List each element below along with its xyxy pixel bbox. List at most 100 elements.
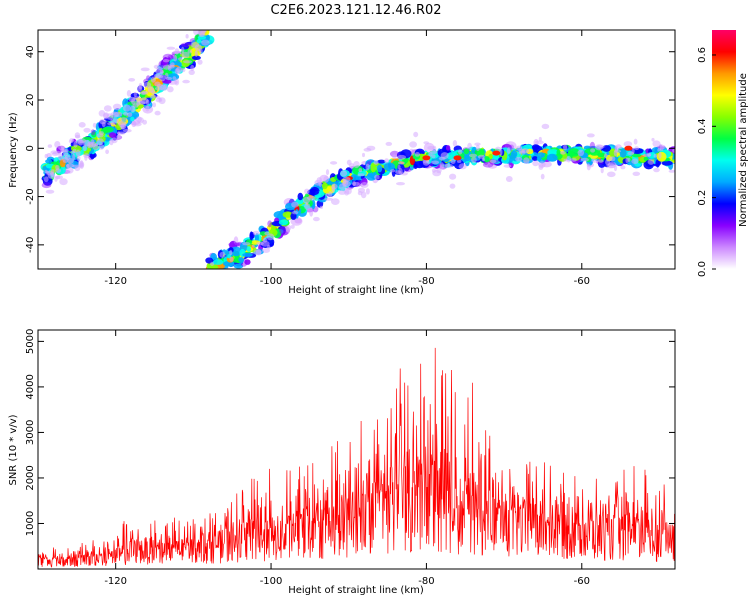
heatmap-cell [325,169,330,176]
heatmap-cell [76,155,81,162]
heatmap-cell [78,122,86,128]
heatmap-cell [409,141,417,148]
heatmap-cell [154,86,164,91]
heatmap-cell [450,158,456,165]
heatmap-cell [105,149,109,155]
heatmap-cell [58,146,65,150]
heatmap-cell [130,116,135,122]
heatmap-cell [634,146,640,151]
heatmap-cell [474,142,481,146]
heatmap-cell [591,158,598,163]
heatmap-cell [540,173,545,180]
heatmap-peak [624,145,633,151]
heatmap-cell [181,67,186,73]
heatmap-cell [430,160,440,165]
heatmap-cell [307,195,316,201]
heatmap-cell [75,149,81,157]
heatmap-cell [229,256,234,262]
heatmap-cell [72,164,81,168]
spectrogram-frame [37,29,676,270]
heatmap-cell [319,205,323,209]
heatmap-cell [538,136,542,142]
spectrogram-y-tick-label: 40 [25,45,36,58]
heatmap-cell [313,216,320,222]
heatmap-cell [101,121,106,128]
heatmap-cell [323,176,330,183]
heatmap-cell [266,233,275,241]
heatmap-cell [166,86,174,93]
heatmap-cell [128,78,136,82]
spectrogram-y-tick-label: -40 [25,237,36,253]
heatmap-cell [546,153,558,162]
heatmap-cell [44,153,48,159]
snr-x-tick-label: -60 [574,576,590,587]
heatmap-cell [596,144,605,149]
heatmap-cell [655,159,660,168]
heatmap-cell [122,128,132,133]
heatmap-cell [657,148,662,152]
heatmap-cell [395,170,402,175]
heatmap-cell [414,152,420,157]
heatmap-cell [468,153,478,158]
heatmap-cell [475,144,480,152]
heatmap-cell [249,231,254,241]
heatmap-cell [122,104,131,112]
heatmap-peak [422,155,431,161]
heatmap-cell [314,179,322,186]
heatmap-cell [427,146,435,150]
heatmap-cell [198,48,203,54]
heatmap-cell [141,90,149,95]
heatmap-cell [181,51,190,59]
heatmap-cell [570,158,577,162]
heatmap-cell [477,154,485,159]
heatmap-cell [120,123,125,130]
heatmap-cell [397,154,407,160]
heatmap-cell [194,50,198,57]
heatmap-cell [580,157,589,162]
heatmap-cell [357,187,366,193]
heatmap-cell [291,201,299,208]
heatmap-cell [45,159,53,164]
heatmap-cell [45,189,55,194]
heatmap-cell [201,39,210,46]
snr-x-tick-label: -120 [104,576,127,587]
spectrogram-panel: -120 -100 -80 -60 -40 -20 0 20 40 Height of stra… [8,29,676,296]
heatmap-cell [212,259,224,265]
heatmap-cell [647,152,652,157]
colorbar-tick-label: 0.0 [697,261,708,277]
colorbar-tick-label: 0.6 [697,47,708,63]
heatmap-cell [47,144,53,148]
heatmap-cell [174,78,180,86]
heatmap-cell [58,153,64,161]
heatmap-cell [102,126,114,133]
heatmap-cell [532,156,538,162]
heatmap-cell [604,153,608,158]
heatmap-cell [304,188,310,195]
spectrogram-y-tick-label: -20 [25,188,36,204]
heatmap-cell [83,127,91,133]
heatmap-cell [150,76,156,83]
heatmap-cell [342,176,351,182]
heatmap-cell [112,103,122,111]
heatmap-cell [116,134,121,139]
heatmap-cell [651,137,655,142]
heatmap-cell [365,188,370,195]
heatmap-cell [398,161,405,165]
heatmap-cell [45,171,50,175]
heatmap-cell [145,105,150,112]
heatmap-cell [233,236,239,246]
heatmap-cell [607,171,616,178]
heatmap-cell [282,211,293,218]
colorbar-tick-label: 0.2 [697,190,708,206]
heatmap-cell [174,68,180,75]
heatmap-cell [321,182,328,190]
heatmap-cell [191,55,201,60]
heatmap-cell [342,180,351,188]
heatmap-cell [98,110,106,117]
heatmap-cell [400,172,408,176]
spectrogram-x-tick-label: -100 [260,276,283,287]
heatmap-cell [92,122,97,128]
heatmap-cell [385,141,393,146]
heatmap-cell [156,84,164,87]
heatmap-cell [146,75,151,81]
